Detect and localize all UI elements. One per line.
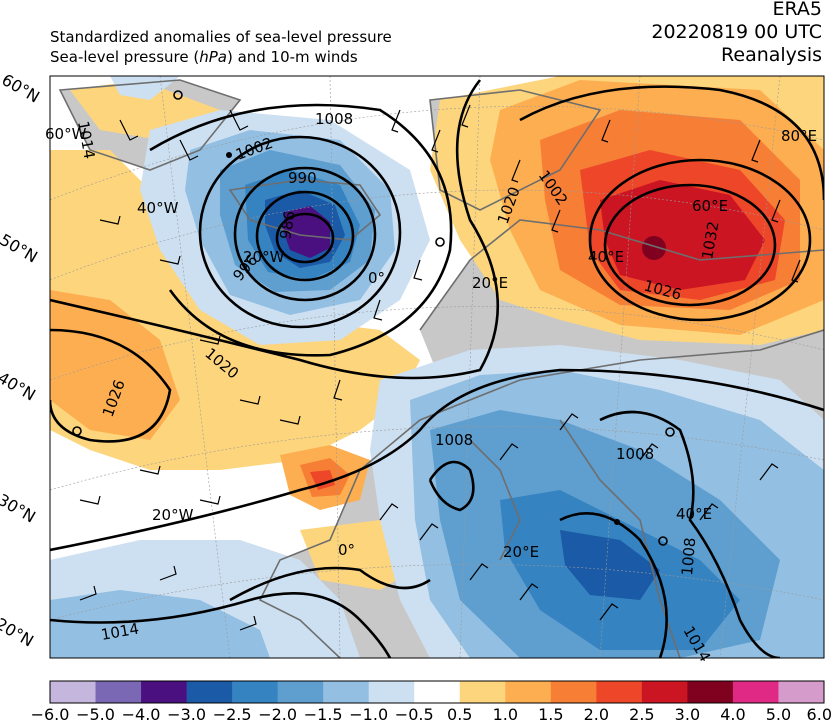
colorbar-swatch (778, 681, 825, 703)
colorbar-tick-label: 1.0 (492, 705, 519, 724)
lon-label: 40°E (588, 248, 624, 266)
colorbar-swatch (186, 681, 233, 703)
colorbar-tick-label: 2.5 (629, 705, 655, 724)
station-dot (226, 152, 232, 158)
colorbar-swatch (368, 681, 415, 703)
colorbar-tick-label: 2.0 (583, 705, 610, 724)
colorbar-tick-label: 1.5 (538, 705, 564, 724)
positive-anomalies (50, 76, 824, 590)
colorbar-swatch (687, 681, 734, 703)
colorbar-swatch (550, 681, 597, 703)
colorbar-tick-label: 0.5 (447, 705, 473, 724)
colorbar-tick-label: 4.0 (720, 705, 746, 724)
map-frame (49, 75, 825, 659)
colorbar-tick-label: −6.0 (30, 705, 70, 724)
colorbar-swatch (414, 681, 461, 703)
dataset-label: ERA5 (772, 0, 822, 20)
lon-label: 40°W (137, 199, 179, 217)
colorbar-tick-label: 3.0 (674, 705, 701, 724)
isobar-label: 1008 (435, 431, 473, 449)
product-label: Reanalysis (721, 44, 822, 66)
colorbar-tick-label: −1.5 (303, 705, 343, 724)
colorbar-tick-label: −3.0 (167, 705, 207, 724)
lon-label: 40°E (676, 505, 712, 523)
wind-barbs (79, 104, 801, 631)
title-line-2: Sea-level pressure (hPa) and 10-m winds (50, 48, 358, 66)
title-line-1: Standardized anomalies of sea-level pres… (50, 28, 392, 46)
station-markers (72, 90, 675, 546)
lon-label: 0° (338, 541, 355, 559)
isobar-label: 986 (276, 209, 299, 240)
colorbar-frame (49, 680, 825, 704)
isobars (50, 79, 824, 658)
colorbar-tick-label: 5.0 (765, 705, 792, 724)
lon-label: 80°E (781, 127, 817, 145)
lon-label: 0° (368, 269, 385, 287)
longitude-labels: 60°W 40°W 20°W 0° 20°E 40°E 60°E 80°E 20… (45, 125, 817, 561)
lon-label: 20°E (472, 274, 508, 292)
negative-anomalies (50, 76, 824, 658)
colorbar-swatch (505, 681, 552, 703)
colorbar-swatch (596, 681, 643, 703)
colorbar-swatch (732, 681, 779, 703)
colorbar-swatch (232, 681, 279, 703)
colorbar-swatch (50, 681, 97, 703)
colorbar-swatch (459, 681, 506, 703)
lon-label: 60°E (692, 197, 728, 215)
colorbar-tick-label: −5.0 (76, 705, 115, 724)
isobar-label: 990 (288, 169, 317, 187)
isobar-label: 1008 (315, 110, 353, 128)
datetime-label: 20220819 00 UTC (651, 21, 822, 43)
colorbar-tick-label: 6.0 (806, 705, 832, 724)
colorbar-swatch (641, 681, 688, 703)
colorbar-tick-label: −2.0 (258, 705, 298, 724)
colorbar-swatches (50, 681, 825, 703)
colorbar-tick-label: −4.0 (121, 705, 161, 724)
isobar-label: 1008 (616, 445, 654, 463)
colorbar-swatch (141, 681, 188, 703)
colorbar-tick-label: −2.5 (212, 705, 252, 724)
colorbar-swatch (277, 681, 324, 703)
colorbar-tick-label: −1.0 (349, 705, 389, 724)
colorbar-swatch (323, 681, 370, 703)
lon-label: 20°W (152, 506, 194, 524)
station-dot (614, 519, 620, 525)
isobar-label: 1008 (678, 537, 699, 577)
lon-label: 20°E (503, 543, 539, 561)
lon-label: 60°W (45, 125, 87, 143)
lon-label: 20°W (243, 248, 285, 266)
colorbar-tick-label: −0.5 (394, 705, 434, 724)
colorbar-swatch (95, 681, 142, 703)
